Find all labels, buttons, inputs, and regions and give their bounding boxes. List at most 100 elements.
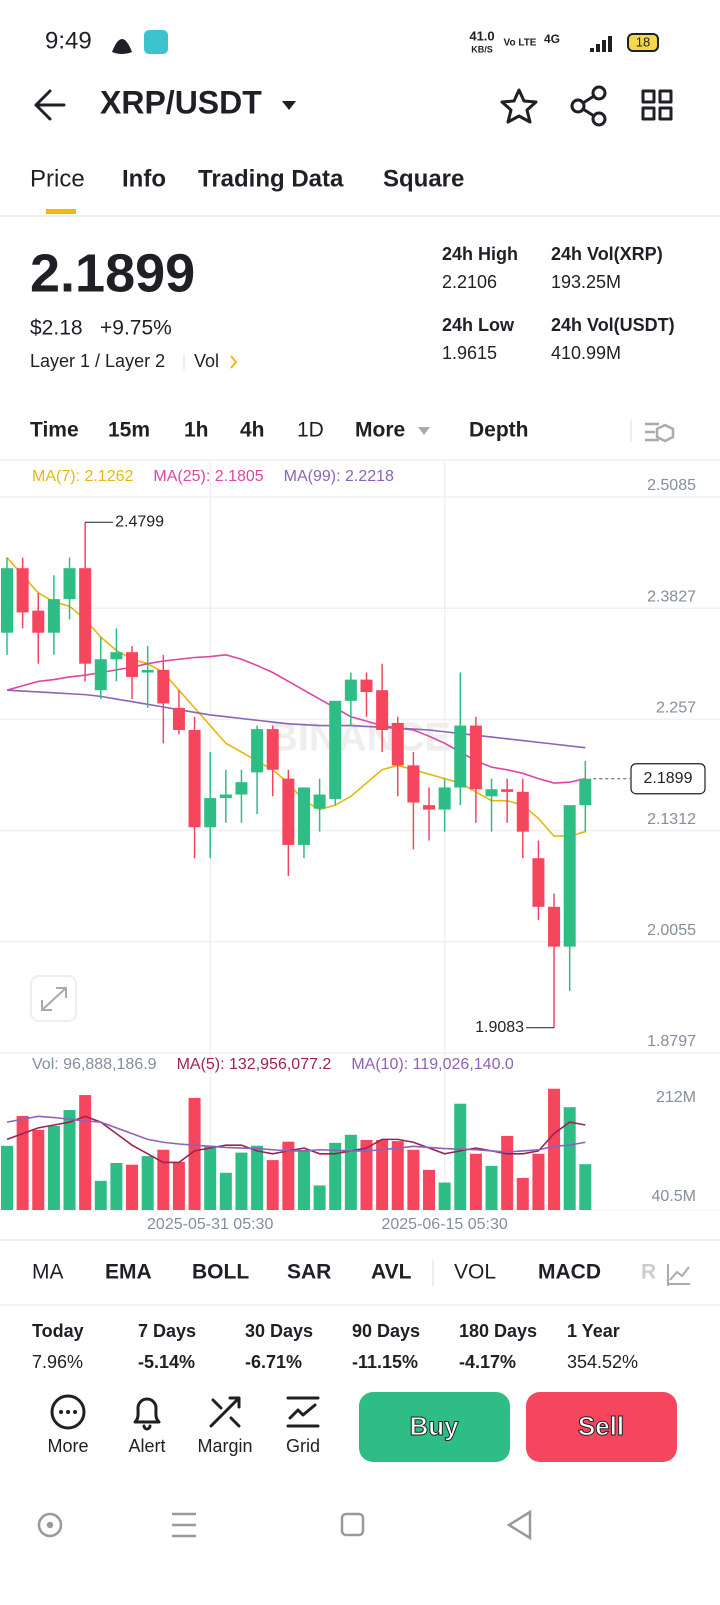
- indicator[interactable]: MACD: [538, 1261, 601, 1284]
- volume-bar: [423, 1169, 436, 1210]
- stat-value: 193.25M: [551, 272, 621, 292]
- vol-tag[interactable]: Vol: [194, 351, 219, 371]
- tab[interactable]: Info: [122, 165, 166, 192]
- candle-body: [188, 729, 201, 828]
- volte: Vo LTE: [504, 38, 537, 49]
- indicator[interactable]: R: [641, 1261, 656, 1284]
- nav-back[interactable]: [506, 1509, 532, 1541]
- volume-bar: [47, 1125, 60, 1210]
- volume-bar: [172, 1161, 185, 1210]
- favorite-button[interactable]: [500, 88, 538, 124]
- interval[interactable]: Depth: [469, 419, 529, 442]
- tab[interactable]: Price: [30, 165, 85, 192]
- layout-button[interactable]: [641, 89, 673, 121]
- alert-icon[interactable]: [133, 1397, 161, 1431]
- volume-bar: [344, 1134, 357, 1210]
- grid-icon[interactable]: [286, 1396, 320, 1428]
- interval[interactable]: Time: [30, 419, 79, 442]
- interval[interactable]: 15m: [108, 419, 150, 442]
- stat-label: 24h Vol(USDT): [551, 315, 675, 335]
- buy-button[interactable]: [359, 1392, 510, 1462]
- more-icon[interactable]: [50, 1394, 86, 1430]
- interval[interactable]: 1h: [184, 419, 209, 442]
- candle-body: [469, 725, 482, 790]
- candle-body: [516, 791, 529, 832]
- fiat-price: $2.18: [30, 317, 83, 340]
- indicator-settings[interactable]: [667, 1264, 690, 1286]
- nav-recents[interactable]: [172, 1512, 196, 1538]
- pair-title[interactable]: XRP/USDT: [100, 84, 262, 120]
- ma-line: [6, 557, 586, 837]
- volume-bar: [438, 1182, 451, 1210]
- signal-bars: [590, 36, 612, 52]
- app-icon: [112, 39, 132, 54]
- period-value: 7.96%: [32, 1352, 83, 1372]
- volume-bar: [579, 1164, 592, 1210]
- volume-bar: [79, 1095, 92, 1210]
- candle-body: [266, 729, 279, 770]
- indicator[interactable]: VOL: [454, 1261, 496, 1284]
- candle-body: [94, 659, 107, 691]
- period-label: Today: [32, 1321, 84, 1341]
- candle-body: [329, 700, 342, 799]
- indicator[interactable]: EMA: [105, 1261, 152, 1284]
- price-change: +9.75%: [100, 317, 172, 340]
- margin-icon[interactable]: [209, 1396, 241, 1428]
- volume-ma-line: [6, 1115, 586, 1153]
- volume-bar: [16, 1115, 29, 1210]
- interval[interactable]: More: [355, 419, 405, 442]
- volume-bar: [469, 1153, 482, 1210]
- y-tick-label: 2.5085: [647, 477, 696, 494]
- share-button[interactable]: [570, 85, 607, 127]
- last-price: 2.1899: [30, 243, 195, 303]
- action-label[interactable]: More: [47, 1436, 88, 1456]
- volume-tick-label: 212M: [656, 1089, 696, 1106]
- y-tick-label: 2.3827: [647, 588, 696, 605]
- sell-label: Sell: [578, 1411, 624, 1441]
- action-label[interactable]: Grid: [286, 1436, 320, 1456]
- period-value: 354.52%: [567, 1352, 638, 1372]
- indicator[interactable]: BOLL: [192, 1261, 249, 1284]
- price-tag: [630, 763, 706, 795]
- stat-value: 1.9615: [442, 343, 497, 363]
- y-tick-label: 1.8797: [647, 1033, 696, 1050]
- interval[interactable]: 4h: [240, 419, 265, 442]
- back-button[interactable]: [34, 89, 66, 121]
- volume-tick-label: 40.5M: [652, 1188, 696, 1205]
- candle-body: [219, 794, 232, 799]
- y-tick-label: 2.257: [656, 700, 696, 717]
- sector-tag[interactable]: Layer 1 / Layer 2: [30, 351, 165, 371]
- volume-bar: [266, 1160, 279, 1210]
- volume-bar: [204, 1145, 217, 1210]
- indicator[interactable]: MA: [32, 1261, 64, 1284]
- period-label: 90 Days: [352, 1321, 420, 1341]
- sell-button[interactable]: [526, 1392, 677, 1462]
- volume-bar: [32, 1129, 45, 1210]
- tab[interactable]: Trading Data: [198, 165, 344, 192]
- chart-settings[interactable]: [645, 422, 675, 443]
- x-tick-label: 2025-06-15 05:30: [381, 1216, 507, 1233]
- action-label[interactable]: Alert: [128, 1436, 165, 1456]
- volume-bar: [63, 1110, 76, 1210]
- volume-ma-line: [6, 1115, 586, 1164]
- nav-assistant[interactable]: [37, 1512, 63, 1538]
- nav-home[interactable]: [340, 1512, 365, 1537]
- indicator[interactable]: SAR: [287, 1261, 331, 1284]
- candle-body: [110, 652, 123, 660]
- candle-body: [548, 906, 561, 947]
- interval-dropdown: [418, 427, 430, 435]
- volume-bar: [235, 1152, 248, 1210]
- tab[interactable]: Square: [383, 165, 464, 192]
- indicator[interactable]: AVL: [371, 1261, 412, 1284]
- candle-body: [204, 798, 217, 828]
- period-label: 7 Days: [138, 1321, 196, 1341]
- net-unit: KB/S: [471, 44, 493, 54]
- candle-body: [579, 778, 592, 806]
- interval[interactable]: 1D: [297, 419, 324, 442]
- clock: 9:49: [45, 27, 92, 54]
- candle-body: [376, 690, 389, 730]
- candle-body: [235, 782, 248, 795]
- candle-body: [157, 669, 170, 704]
- pair-dropdown[interactable]: [282, 101, 296, 110]
- action-label[interactable]: Margin: [197, 1436, 252, 1456]
